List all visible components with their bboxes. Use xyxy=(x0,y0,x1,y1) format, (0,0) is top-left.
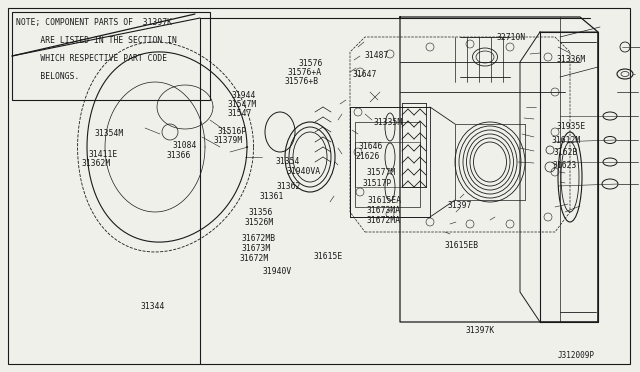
Text: 31366: 31366 xyxy=(166,151,191,160)
Text: 31647: 31647 xyxy=(353,70,377,79)
Text: 31673M: 31673M xyxy=(241,244,271,253)
Text: 31411E: 31411E xyxy=(88,150,118,159)
Text: 31646: 31646 xyxy=(358,142,383,151)
Text: 31577M: 31577M xyxy=(366,169,396,177)
Text: 31356: 31356 xyxy=(248,208,273,217)
Text: 31615EB: 31615EB xyxy=(444,241,478,250)
Text: 31672MA: 31672MA xyxy=(366,217,400,225)
Text: 3162B: 3162B xyxy=(554,148,578,157)
Text: 31516P: 31516P xyxy=(218,127,247,136)
Text: 31940V: 31940V xyxy=(262,267,292,276)
Text: 31084: 31084 xyxy=(173,141,197,150)
Text: 31526M: 31526M xyxy=(244,218,274,227)
Text: 31354M: 31354M xyxy=(95,129,124,138)
Text: 31576+A: 31576+A xyxy=(288,68,322,77)
Text: WHICH RESPECTIVE PART CODE: WHICH RESPECTIVE PART CODE xyxy=(16,54,167,62)
Text: 32710N: 32710N xyxy=(497,33,526,42)
Text: 31379M: 31379M xyxy=(214,136,243,145)
Text: 31615EA: 31615EA xyxy=(367,196,401,205)
Text: 31576: 31576 xyxy=(299,59,323,68)
Text: ARE LISTED IN THE SECTION IN: ARE LISTED IN THE SECTION IN xyxy=(16,35,177,45)
Bar xyxy=(355,142,420,187)
Text: 31397: 31397 xyxy=(448,201,472,210)
Text: 31362: 31362 xyxy=(276,182,301,191)
Bar xyxy=(355,122,420,207)
Text: 31673MA: 31673MA xyxy=(366,206,400,215)
Text: BELONGS.: BELONGS. xyxy=(16,71,79,80)
Text: 31672MB: 31672MB xyxy=(241,234,275,243)
Text: 31336M: 31336M xyxy=(557,55,586,64)
Text: 31547: 31547 xyxy=(228,109,252,118)
Text: J312009P: J312009P xyxy=(558,351,595,360)
Text: 31335M: 31335M xyxy=(374,118,403,126)
Text: 31615E: 31615E xyxy=(314,252,343,261)
Text: 31944: 31944 xyxy=(232,91,256,100)
Text: 31517P: 31517P xyxy=(362,179,392,187)
Text: 31361: 31361 xyxy=(260,192,284,201)
Bar xyxy=(12,12,210,100)
Text: 31612M: 31612M xyxy=(552,136,581,145)
Text: 31623: 31623 xyxy=(553,161,577,170)
Text: 31354: 31354 xyxy=(275,157,300,166)
Text: 31940VA: 31940VA xyxy=(287,167,321,176)
Text: 21626: 21626 xyxy=(356,153,380,161)
Text: 31935E: 31935E xyxy=(557,122,586,131)
Text: 31547M: 31547M xyxy=(228,100,257,109)
Text: 31362M: 31362M xyxy=(82,159,111,168)
Text: 31397K: 31397K xyxy=(466,326,495,335)
Text: 31672M: 31672M xyxy=(239,254,269,263)
Text: NOTE; COMPONENT PARTS OF  31397K: NOTE; COMPONENT PARTS OF 31397K xyxy=(16,17,172,26)
Text: 31487: 31487 xyxy=(365,51,389,60)
Text: 31344: 31344 xyxy=(141,302,165,311)
Text: 31576+B: 31576+B xyxy=(285,77,319,86)
